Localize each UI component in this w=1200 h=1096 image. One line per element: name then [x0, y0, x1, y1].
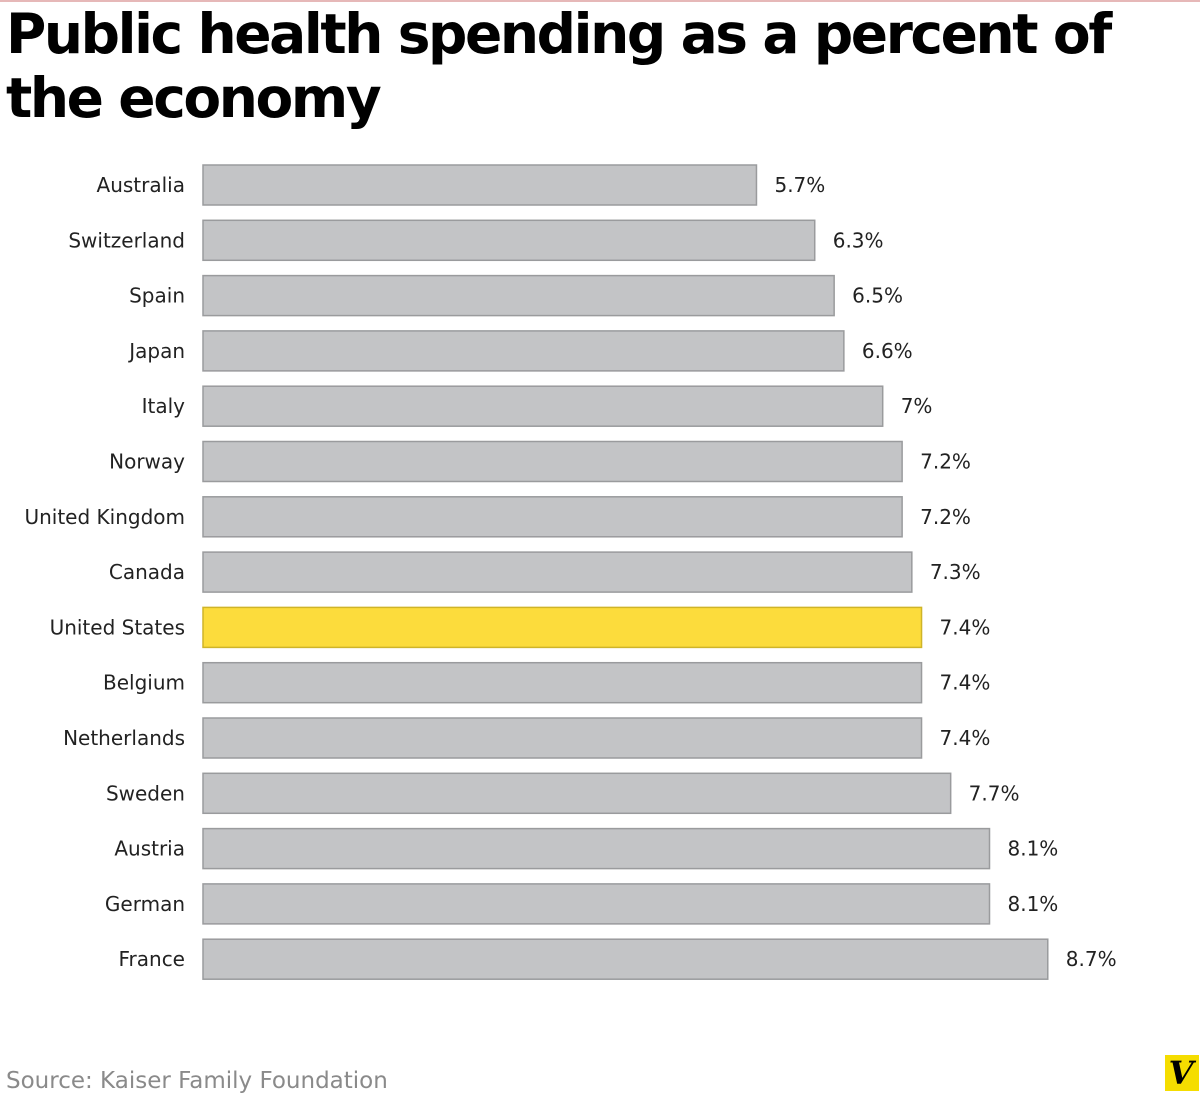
value-label-united-kingdom: 7.2% [920, 505, 971, 529]
category-label-australia: Australia [97, 173, 185, 197]
category-label-norway: Norway [109, 450, 185, 474]
chart-title: Public health spending as a percent of t… [6, 2, 1112, 130]
value-label-belgium: 7.4% [940, 671, 991, 695]
top-rule [0, 0, 1200, 2]
bar-belgium [202, 661, 923, 704]
value-label-united-states: 7.4% [940, 615, 991, 639]
category-label-italy: Italy [142, 394, 186, 418]
bar-canada [202, 551, 913, 593]
bar-chart: Australia 5.7% Switzerland 6.3% Spain 6.5% Jap… [0, 150, 1200, 1000]
bar-norway [202, 440, 903, 483]
bar-italy [202, 385, 884, 427]
bar-united-kingdom [202, 496, 903, 538]
bar-german [202, 883, 991, 925]
category-label-sweden: Sweden [106, 781, 185, 805]
category-label-canada: Canada [109, 560, 185, 584]
bar-spain [202, 274, 835, 317]
category-label-switzerland: Switzerland [68, 228, 185, 252]
category-label-united-kingdom: United Kingdom [24, 505, 185, 529]
value-label-japan: 6.6% [862, 339, 913, 363]
value-label-france: 8.7% [1066, 947, 1117, 971]
category-label-netherlands: Netherlands [63, 726, 185, 750]
value-label-australia: 5.7% [774, 173, 825, 197]
bar-france [202, 938, 1049, 980]
bar-australia [202, 164, 758, 206]
bar-switzerland [202, 219, 816, 262]
value-label-italy: 7% [901, 394, 933, 418]
category-label-france: France [118, 947, 185, 971]
bar-austria [202, 827, 991, 870]
category-label-german: German [105, 892, 185, 916]
value-label-sweden: 7.7% [969, 781, 1020, 805]
bar-japan [202, 330, 845, 372]
value-label-netherlands: 7.4% [940, 726, 991, 750]
vox-logo: V [1165, 1055, 1199, 1091]
value-label-norway: 7.2% [920, 450, 971, 474]
value-label-austria: 8.1% [1008, 837, 1059, 861]
source-note: Source: Kaiser Family Foundation [6, 1068, 388, 1094]
bar-sweden [202, 772, 952, 815]
category-label-japan: Japan [127, 339, 185, 363]
value-label-spain: 6.5% [852, 284, 903, 308]
bar-united-states [202, 606, 923, 649]
category-label-spain: Spain [129, 284, 185, 308]
value-label-canada: 7.3% [930, 560, 981, 584]
bar-chart-svg: Australia 5.7% Switzerland 6.3% Spain 6.5% Jap… [24, 164, 1117, 980]
bar-netherlands [202, 717, 923, 759]
value-label-german: 8.1% [1008, 892, 1059, 916]
category-label-austria: Austria [114, 837, 185, 861]
category-label-united-states: United States [50, 615, 185, 639]
category-label-belgium: Belgium [103, 671, 185, 695]
value-label-switzerland: 6.3% [833, 228, 884, 252]
vox-logo-letter: V [1168, 1054, 1194, 1092]
